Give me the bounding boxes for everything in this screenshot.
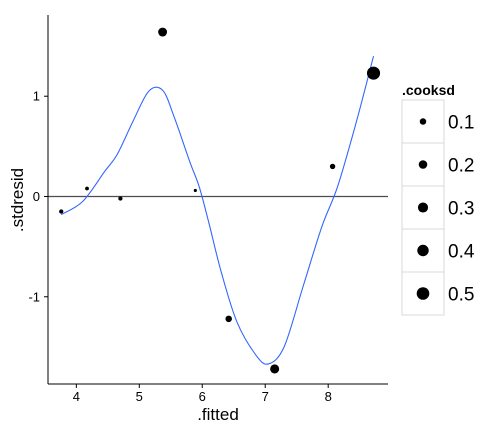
data-point (329, 163, 336, 170)
y-axis-ticks: -1 0 1 (28, 89, 48, 304)
x-axis-ticks: 4 5 6 7 8 (73, 384, 332, 404)
legend-label: 0.3 (448, 199, 474, 220)
y-tick-label: -1 (28, 289, 40, 304)
x-axis-title: .fitted (197, 405, 239, 424)
y-tick-label: 0 (33, 189, 40, 204)
data-points (59, 27, 381, 374)
y-tick-label: 1 (33, 89, 40, 104)
data-point (59, 209, 64, 214)
legend-label: 0.2 (448, 156, 474, 177)
data-point (158, 27, 168, 37)
legend-label: 0.5 (448, 285, 474, 306)
legend: .cooksd 0.1 0.2 0.3 0.4 0.5 (401, 82, 475, 316)
legend-key-box (401, 142, 445, 187)
axes: 4 5 6 7 8 -1 0 1 (28, 15, 388, 404)
legend-key-point (418, 160, 428, 169)
legend-entries: 0.1 0.2 0.3 0.4 0.5 (401, 99, 475, 316)
legend-key-point (417, 202, 429, 213)
data-point (270, 364, 280, 374)
data-point (366, 66, 381, 80)
x-tick-label: 8 (325, 389, 332, 404)
data-point (193, 188, 197, 193)
x-tick-label: 4 (73, 389, 80, 404)
data-point (225, 315, 232, 323)
smooth-curve (60, 55, 375, 365)
legend-title: .cooksd (402, 82, 455, 98)
legend-key-point (417, 244, 429, 257)
plot-panel (48, 27, 388, 374)
legend-label: 0.4 (448, 242, 475, 263)
legend-key-point (416, 287, 430, 300)
x-tick-label: 6 (199, 389, 206, 404)
legend-label: 0.1 (448, 113, 474, 134)
x-tick-label: 7 (262, 389, 269, 404)
data-point (118, 196, 123, 201)
legend-key-point (419, 118, 427, 125)
data-point (85, 186, 89, 191)
x-tick-label: 5 (136, 389, 143, 404)
y-axis-title: .stdresid (8, 168, 27, 232)
